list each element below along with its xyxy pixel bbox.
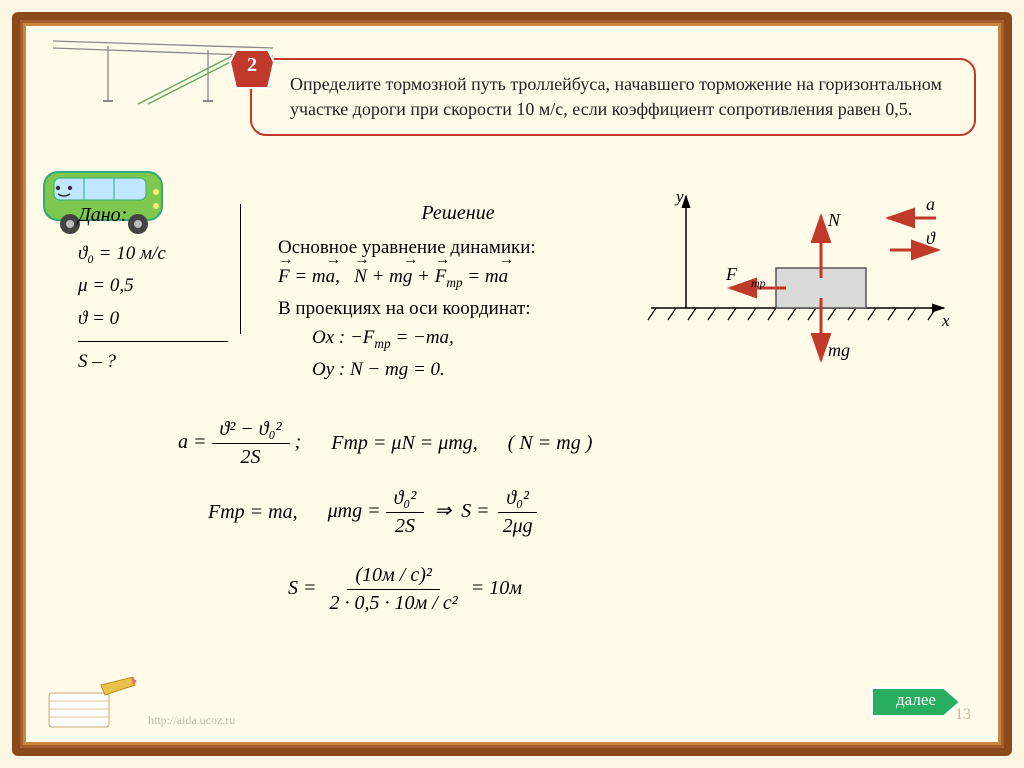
svg-text:mg⃗: mg⃗ bbox=[828, 340, 864, 360]
problem-statement: Определите тормозной путь троллейбуса, н… bbox=[250, 58, 976, 136]
eq-row-1: a = ϑ² − ϑ₀² 2S ; Fтр = μN = μmg, ( N = … bbox=[178, 418, 946, 469]
given-block: Дано: ϑ₀ = 10 м/с μ = 0,5 ϑ = 0 S – ? bbox=[78, 198, 228, 378]
footer-url: http://aida.ucoz.ru bbox=[148, 713, 235, 728]
problem-number: 2 bbox=[228, 54, 276, 77]
solution-title: Решение bbox=[278, 198, 638, 229]
eq-row-2: Fтр = ma, μmg = ϑ₀² 2S ⇒ S = ϑ₀² 2μg bbox=[178, 487, 946, 538]
svg-text:a⃗: a⃗ bbox=[926, 194, 949, 214]
svg-text:у: у bbox=[674, 188, 684, 206]
free-body-diagram: у x N⃗ mg⃗ F⃗тр a⃗ ϑ⃗ bbox=[626, 188, 956, 378]
given-divider bbox=[240, 204, 241, 334]
svg-text:N⃗: N⃗ bbox=[827, 210, 854, 230]
slide-number: 13 bbox=[955, 706, 971, 724]
solution-oy: Oy : N − mg = 0. bbox=[278, 355, 638, 384]
given-v: ϑ = 0 bbox=[78, 303, 228, 335]
given-mu: μ = 0,5 bbox=[78, 270, 228, 302]
svg-text:F⃗тр: F⃗тр bbox=[725, 264, 766, 290]
given-v0: ϑ₀ = 10 м/с bbox=[78, 238, 228, 270]
eq-row-3: S = (10м / с)² 2 · 0,5 · 10м / с² = 10м bbox=[178, 564, 946, 615]
svg-text:ϑ⃗: ϑ⃗ bbox=[926, 228, 949, 248]
solution-block: Решение Основное уравнение динамики: F =… bbox=[278, 198, 638, 384]
solution-eq-main: F = ma, N + mg + Fтр = ma bbox=[278, 262, 638, 293]
next-button-label: далее bbox=[868, 690, 964, 710]
corner-decoration bbox=[43, 675, 138, 730]
given-title: Дано: bbox=[78, 198, 228, 232]
solution-ox: Ox : −Fтр = −ma, bbox=[278, 323, 638, 354]
problem-number-badge: 2 bbox=[228, 48, 276, 90]
next-button[interactable]: далее bbox=[868, 684, 964, 720]
given-find: S – ? bbox=[78, 346, 228, 378]
solution-line3: В проекциях на оси координат: bbox=[278, 294, 638, 323]
svg-text:x: x bbox=[941, 311, 950, 330]
derivation-equations: a = ϑ² − ϑ₀² 2S ; Fтр = μN = μmg, ( N = … bbox=[178, 418, 946, 633]
